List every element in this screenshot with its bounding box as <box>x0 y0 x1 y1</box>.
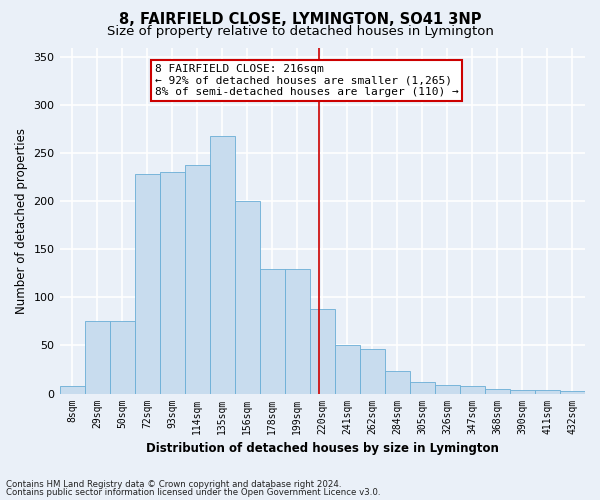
Bar <box>185 165 209 394</box>
Bar <box>485 388 510 394</box>
Bar <box>110 322 134 394</box>
Bar <box>285 268 310 394</box>
Bar <box>360 350 385 394</box>
Bar <box>160 172 185 394</box>
Bar <box>410 382 435 394</box>
Bar <box>209 136 235 394</box>
X-axis label: Distribution of detached houses by size in Lymington: Distribution of detached houses by size … <box>146 442 499 455</box>
Y-axis label: Number of detached properties: Number of detached properties <box>15 128 28 314</box>
Text: Contains HM Land Registry data © Crown copyright and database right 2024.: Contains HM Land Registry data © Crown c… <box>6 480 341 489</box>
Bar <box>460 386 485 394</box>
Bar <box>235 202 260 394</box>
Bar <box>535 390 560 394</box>
Text: 8, FAIRFIELD CLOSE, LYMINGTON, SO41 3NP: 8, FAIRFIELD CLOSE, LYMINGTON, SO41 3NP <box>119 12 481 26</box>
Bar <box>435 385 460 394</box>
Bar <box>335 346 360 394</box>
Bar <box>510 390 535 394</box>
Bar <box>134 174 160 394</box>
Text: Size of property relative to detached houses in Lymington: Size of property relative to detached ho… <box>107 25 493 38</box>
Bar <box>260 268 285 394</box>
Text: Contains public sector information licensed under the Open Government Licence v3: Contains public sector information licen… <box>6 488 380 497</box>
Bar <box>385 372 410 394</box>
Bar <box>85 322 110 394</box>
Bar <box>310 309 335 394</box>
Text: 8 FAIRFIELD CLOSE: 216sqm
← 92% of detached houses are smaller (1,265)
8% of sem: 8 FAIRFIELD CLOSE: 216sqm ← 92% of detac… <box>155 64 458 97</box>
Bar <box>59 386 85 394</box>
Bar <box>560 390 585 394</box>
